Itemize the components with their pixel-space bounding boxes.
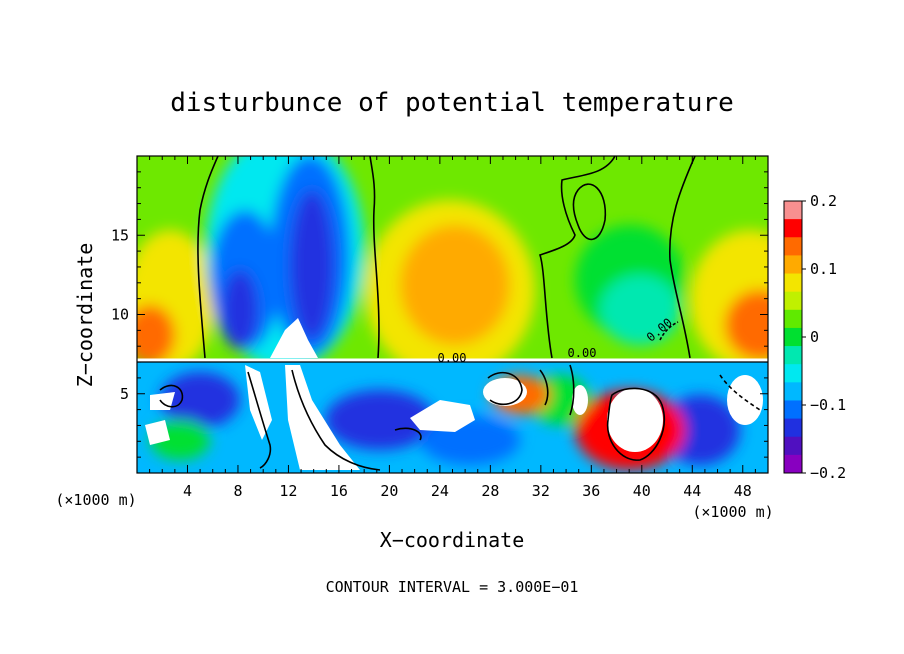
colorbar-tick-label: 0.1	[810, 260, 837, 278]
y-axis: 5 10 15	[111, 171, 768, 458]
colorbar-swatch	[784, 364, 802, 383]
x-tick-label: 16	[330, 482, 348, 500]
y-axis-label: Z−coordinate	[73, 243, 97, 388]
colorbar: 0.2 0.1 0 −0.1 −0.2	[783, 192, 846, 482]
x-tick-label: 20	[380, 482, 398, 500]
colorbar-swatch	[784, 418, 802, 438]
x-axis-label: X−coordinate	[380, 528, 525, 552]
colorbar-swatch	[784, 219, 802, 238]
colorbar-tick-label: 0.2	[810, 192, 837, 210]
x-tick-label: 28	[481, 482, 499, 500]
x-axis: 4 8 12 16 20 24 28 32 36 40 44 48	[149, 156, 756, 500]
colorbar-swatch	[784, 309, 802, 329]
colorbar-swatch	[784, 201, 802, 220]
x-unit-left: (×1000 m)	[55, 491, 136, 509]
colorbar-swatch	[784, 327, 802, 347]
plot-field	[137, 156, 768, 473]
colorbar-swatch	[784, 382, 802, 401]
colorbar-swatch	[784, 346, 802, 365]
colorbar-swatch	[784, 255, 802, 275]
colorbar-swatch	[784, 237, 802, 256]
x-tick-label: 4	[183, 482, 192, 500]
x-tick-label: 48	[734, 482, 752, 500]
colorbar-tick-label: 0	[810, 328, 819, 346]
y-tick-label: 5	[120, 385, 129, 403]
contour-label: 0.00	[568, 346, 597, 360]
contour-interval-note: CONTOUR INTERVAL = 3.000E−01	[326, 578, 579, 596]
colorbar-swatch	[784, 436, 802, 456]
x-tick-label: 40	[633, 482, 651, 500]
colorbar-swatch	[784, 454, 802, 474]
contour-label: 0.00	[438, 351, 467, 365]
colorbar-tick-label: −0.1	[810, 396, 846, 414]
y-tick-label: 10	[111, 306, 129, 324]
y-tick-label: 15	[111, 226, 129, 244]
colorbar-swatch	[784, 291, 802, 311]
x-tick-label: 24	[431, 482, 449, 500]
colorbar-swatch	[784, 400, 802, 420]
colorbar-tick-label: −0.2	[810, 464, 846, 482]
x-tick-label: 44	[683, 482, 701, 500]
x-tick-label: 8	[233, 482, 242, 500]
x-tick-label: 32	[532, 482, 550, 500]
x-tick-label: 36	[582, 482, 600, 500]
chart-title: disturbunce of potential temperature	[170, 88, 734, 118]
x-tick-label: 12	[279, 482, 297, 500]
x-unit-right: (×1000 m)	[692, 503, 773, 521]
colorbar-swatch	[784, 273, 802, 293]
